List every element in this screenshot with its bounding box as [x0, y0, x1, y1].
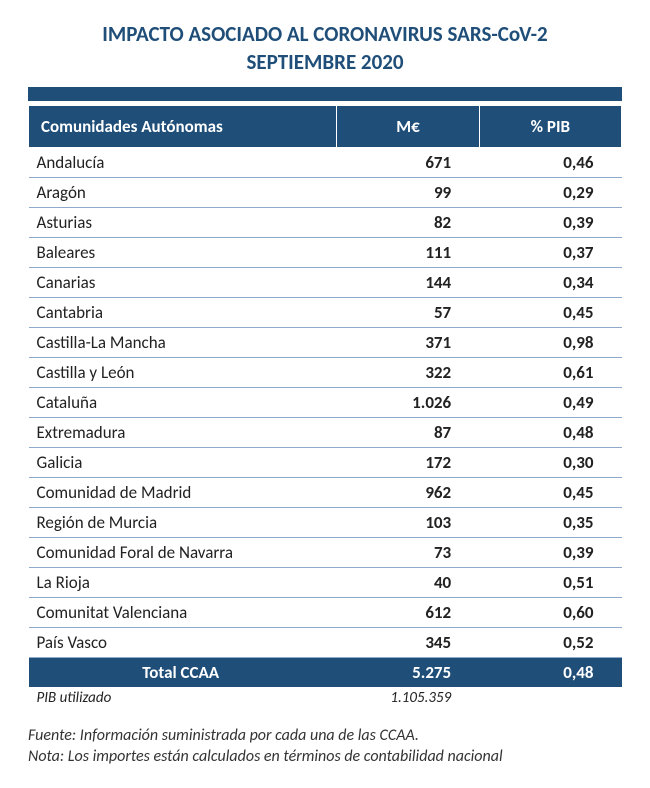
- table-row: Andalucía6710,46: [29, 147, 622, 177]
- cell-me: 371: [337, 327, 479, 357]
- title-rule: [28, 87, 622, 101]
- cell-pib: 0,98: [479, 327, 621, 357]
- cell-region: Región de Murcia: [29, 507, 337, 537]
- cell-pib: 0,34: [479, 267, 621, 297]
- cell-region: Cantabria: [29, 297, 337, 327]
- cell-pib: 0,49: [479, 387, 621, 417]
- cell-region: La Rioja: [29, 567, 337, 597]
- cell-region: País Vasco: [29, 627, 337, 657]
- col-header-me: M€: [337, 105, 479, 147]
- cell-region: Canarias: [29, 267, 337, 297]
- cell-pib: 0,39: [479, 537, 621, 567]
- cell-pib: 0,46: [479, 147, 621, 177]
- table-row: Extremadura870,48: [29, 417, 622, 447]
- cell-region: Castilla y León: [29, 357, 337, 387]
- cell-region: Castilla-La Mancha: [29, 327, 337, 357]
- total-me: 5.275: [337, 657, 479, 687]
- table-row: Canarias1440,34: [29, 267, 622, 297]
- cell-me: 103: [337, 507, 479, 537]
- cell-region: Galicia: [29, 447, 337, 477]
- impact-table: Comunidades Autónomas M€ % PIB Andalucía…: [28, 105, 622, 711]
- cell-pib: 0,60: [479, 597, 621, 627]
- cell-me: 172: [337, 447, 479, 477]
- table-row: La Rioja400,51: [29, 567, 622, 597]
- pib-used-empty: [479, 687, 621, 711]
- cell-region: Cataluña: [29, 387, 337, 417]
- cell-pib: 0,61: [479, 357, 621, 387]
- cell-region: Andalucía: [29, 147, 337, 177]
- title-line-1: IMPACTO ASOCIADO AL CORONAVIRUS SARS-CoV…: [102, 21, 547, 47]
- table-row: Comunidad de Madrid9620,45: [29, 477, 622, 507]
- cell-me: 87: [337, 417, 479, 447]
- table-row: Galicia1720,30: [29, 447, 622, 477]
- pib-used-value: 1.105.359: [337, 687, 479, 711]
- cell-me: 962: [337, 477, 479, 507]
- cell-me: 82: [337, 207, 479, 237]
- col-header-region: Comunidades Autónomas: [29, 105, 337, 147]
- cell-region: Aragón: [29, 177, 337, 207]
- table-row: Asturias820,39: [29, 207, 622, 237]
- cell-pib: 0,37: [479, 237, 621, 267]
- cell-region: Asturias: [29, 207, 337, 237]
- table-row: Comunidad Foral de Navarra730,39: [29, 537, 622, 567]
- footnote: Fuente: Información suministrada por cad…: [28, 725, 622, 768]
- col-header-pib: % PIB: [479, 105, 621, 147]
- cell-pib: 0,39: [479, 207, 621, 237]
- table-row: Baleares1110,37: [29, 237, 622, 267]
- cell-me: 111: [337, 237, 479, 267]
- cell-me: 612: [337, 597, 479, 627]
- cell-region: Comunidad Foral de Navarra: [29, 537, 337, 567]
- cell-region: Baleares: [29, 237, 337, 267]
- cell-pib: 0,29: [479, 177, 621, 207]
- table-header-row: Comunidades Autónomas M€ % PIB: [29, 105, 622, 147]
- cell-pib: 0,52: [479, 627, 621, 657]
- total-label: Total CCAA: [29, 657, 337, 687]
- cell-me: 1.026: [337, 387, 479, 417]
- table-total-row: Total CCAA5.2750,48: [29, 657, 622, 687]
- cell-region: Comunidad de Madrid: [29, 477, 337, 507]
- cell-me: 322: [337, 357, 479, 387]
- table-row: Cantabria570,45: [29, 297, 622, 327]
- cell-me: 345: [337, 627, 479, 657]
- table-row: Región de Murcia1030,35: [29, 507, 622, 537]
- table-row: Castilla y León3220,61: [29, 357, 622, 387]
- table-row: Aragón990,29: [29, 177, 622, 207]
- cell-me: 57: [337, 297, 479, 327]
- cell-me: 99: [337, 177, 479, 207]
- pib-used-label: PIB utilizado: [29, 687, 337, 711]
- total-pib: 0,48: [479, 657, 621, 687]
- cell-me: 40: [337, 567, 479, 597]
- cell-region: Extremadura: [29, 417, 337, 447]
- cell-pib: 0,51: [479, 567, 621, 597]
- cell-pib: 0,45: [479, 477, 621, 507]
- cell-pib: 0,30: [479, 447, 621, 477]
- cell-pib: 0,35: [479, 507, 621, 537]
- page-title: IMPACTO ASOCIADO AL CORONAVIRUS SARS-CoV…: [28, 20, 622, 77]
- footnote-note: Nota: Los importes están calculados en t…: [28, 747, 503, 766]
- cell-me: 144: [337, 267, 479, 297]
- pib-used-row: PIB utilizado1.105.359: [29, 687, 622, 711]
- title-line-2: SEPTIEMBRE 2020: [246, 49, 403, 75]
- table-row: Cataluña1.0260,49: [29, 387, 622, 417]
- table-row: Castilla-La Mancha3710,98: [29, 327, 622, 357]
- cell-pib: 0,48: [479, 417, 621, 447]
- cell-region: Comunitat Valenciana: [29, 597, 337, 627]
- table-row: Comunitat Valenciana6120,60: [29, 597, 622, 627]
- table-row: País Vasco3450,52: [29, 627, 622, 657]
- cell-pib: 0,45: [479, 297, 621, 327]
- footnote-source: Fuente: Información suministrada por cad…: [28, 726, 419, 745]
- cell-me: 73: [337, 537, 479, 567]
- cell-me: 671: [337, 147, 479, 177]
